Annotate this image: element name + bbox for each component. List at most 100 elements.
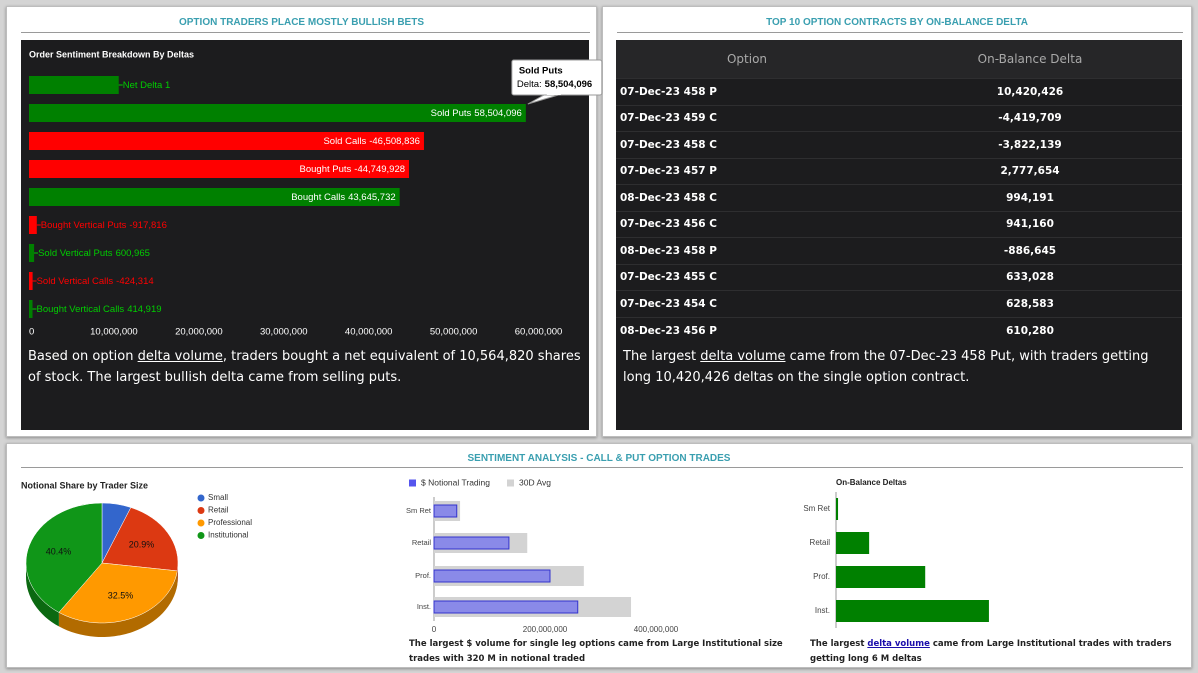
bar xyxy=(433,504,458,518)
category-label: Sold Vertical Puts xyxy=(38,248,113,259)
category-label: Prof. xyxy=(415,571,431,580)
table-row: 08-Dec-23 456 P 610,280 xyxy=(616,316,1182,344)
bar-label: Bought Calls 43,645,732 xyxy=(291,192,395,203)
caption-term: delta volume xyxy=(137,349,223,364)
bar-label: Net Delta 1 xyxy=(123,80,171,91)
delta-cell: 2,777,654 xyxy=(878,157,1182,185)
caption-text: , traders bought a net equivalent of 10,… xyxy=(28,349,581,385)
chart-title: Order Sentiment Breakdown By Deltas xyxy=(29,49,194,59)
bar xyxy=(433,569,551,583)
caption-text: came from Large Institutional trades wit… xyxy=(810,639,1172,664)
caption-text: The largest $ volume for single leg opti… xyxy=(409,639,783,664)
bar xyxy=(433,600,579,614)
table-body: 07-Dec-23 458 P 10,420,426 07-Dec-23 459 C… xyxy=(616,78,1182,344)
table-row: 07-Dec-23 458 P 10,420,426 xyxy=(616,78,1182,105)
option-cell: 07-Dec-23 457 P xyxy=(616,157,878,185)
category-label: Inst. xyxy=(417,602,431,611)
value-label: 600,965 xyxy=(116,248,150,259)
bar xyxy=(836,600,989,622)
bar xyxy=(29,188,400,206)
value-label: 414,919 xyxy=(127,304,161,315)
legend-swatch xyxy=(507,479,514,487)
panel-title: TOP 10 OPTION CONTRACTS BY ON-BALANCE DE… xyxy=(766,17,1028,28)
caption-link[interactable]: delta volume xyxy=(867,639,930,649)
legend-label: $ Notional Trading xyxy=(421,477,490,487)
bar-label: Sold Calls -46,508,836 xyxy=(323,136,420,147)
delta-cell: -3,822,139 xyxy=(878,131,1182,158)
bottom-panel: SENTIMENT ANALYSIS - CALL & PUT OPTION T… xyxy=(6,443,1192,668)
delta-cell: 941,160 xyxy=(878,210,1182,238)
bar xyxy=(29,132,424,150)
pie-side xyxy=(58,570,178,637)
bar xyxy=(29,160,410,178)
delta-cell: 994,191 xyxy=(878,184,1182,211)
value-label: -424,314 xyxy=(116,276,154,287)
bar-label: Bought Vertical Calls 414,919 xyxy=(37,304,162,315)
pie-slice xyxy=(101,507,179,572)
x-tick-label: 200,000,000 xyxy=(523,625,568,634)
table-row: 07-Dec-23 458 C -3,822,139 xyxy=(616,131,1182,158)
legend-label: Small xyxy=(208,493,228,502)
option-cell: 07-Dec-23 455 C xyxy=(616,263,878,291)
category-label: Retail xyxy=(810,538,831,547)
tooltip-text: Delta: 58,504,096 xyxy=(517,79,592,90)
caption-term: delta volume xyxy=(700,349,786,364)
chart-caption: The largest delta volume came from Large… xyxy=(810,637,1185,667)
divider xyxy=(617,32,1183,33)
category-label: Bought Vertical Calls xyxy=(37,304,125,315)
bar xyxy=(29,244,35,262)
legend-label: Retail xyxy=(208,506,229,515)
x-tick-label: 30,000,000 xyxy=(260,327,308,338)
caption-text: The largest xyxy=(623,349,701,364)
divider xyxy=(21,467,1183,468)
category-label: Sm Ret xyxy=(803,504,830,513)
legend-swatch xyxy=(197,507,205,514)
caption-text: came from the 07-Dec-23 458 Put, with tr… xyxy=(623,349,1149,385)
category-label: Bought Puts xyxy=(300,164,352,175)
legend-swatch xyxy=(197,494,205,502)
x-tick-label: 40,000,000 xyxy=(345,327,393,338)
table-row: 07-Dec-23 455 C 633,028 xyxy=(616,263,1182,291)
tooltip-value: 58,504,096 xyxy=(545,79,593,90)
delta-cell: 633,028 xyxy=(878,263,1182,291)
panel-title: SENTIMENT ANALYSIS - CALL & PUT OPTION T… xyxy=(467,453,731,464)
tooltip-label: Delta: xyxy=(517,79,542,90)
bar-label: Bought Puts -44,749,928 xyxy=(300,164,405,175)
column-header: Option xyxy=(616,40,878,79)
tooltip-title: Sold Puts xyxy=(519,66,563,77)
table-row: 07-Dec-23 454 C 628,583 xyxy=(616,290,1182,317)
category-label: Retail xyxy=(412,538,432,547)
option-cell: 07-Dec-23 456 C xyxy=(616,210,878,238)
category-label: Bought Calls xyxy=(291,192,345,203)
tooltip-cover xyxy=(546,93,561,95)
category-label: Sold Puts xyxy=(431,108,472,119)
bar xyxy=(29,272,33,290)
legend-swatch xyxy=(409,479,416,487)
x-tick-label: 400,000,000 xyxy=(634,625,679,634)
panel-title: OPTION TRADERS PLACE MOSTLY BULLISH BETS xyxy=(178,17,425,28)
bar xyxy=(29,104,526,122)
category-label: Inst. xyxy=(815,606,830,615)
pie-slice xyxy=(25,502,103,613)
value-label: -44,749,928 xyxy=(354,164,405,175)
chart-caption: Based on option delta volume, traders bo… xyxy=(28,346,584,388)
x-tick-label: 10,000,000 xyxy=(90,327,138,338)
category-label: Sm Ret xyxy=(406,506,432,515)
delta-cell: 610,280 xyxy=(878,316,1182,344)
x-tick-label: 60,000,000 xyxy=(515,327,563,338)
bar xyxy=(29,76,119,94)
value-label: -917,816 xyxy=(129,220,167,231)
x-tick-label: 20,000,000 xyxy=(175,327,223,338)
option-cell: 07-Dec-23 458 C xyxy=(616,131,878,158)
chart-title: On-Balance Deltas xyxy=(836,478,907,487)
x-tick-label: 0 xyxy=(29,327,34,338)
table-row: 07-Dec-23 456 C 941,160 xyxy=(616,210,1182,238)
table-caption: The largest delta volume came from the 0… xyxy=(623,346,1173,388)
pie-slice xyxy=(58,562,178,624)
slice-label: 20.9% xyxy=(129,539,155,549)
table-row: 08-Dec-23 458 P -886,645 xyxy=(616,237,1182,264)
bar-label: Sold Vertical Puts 600,965 xyxy=(38,248,150,259)
